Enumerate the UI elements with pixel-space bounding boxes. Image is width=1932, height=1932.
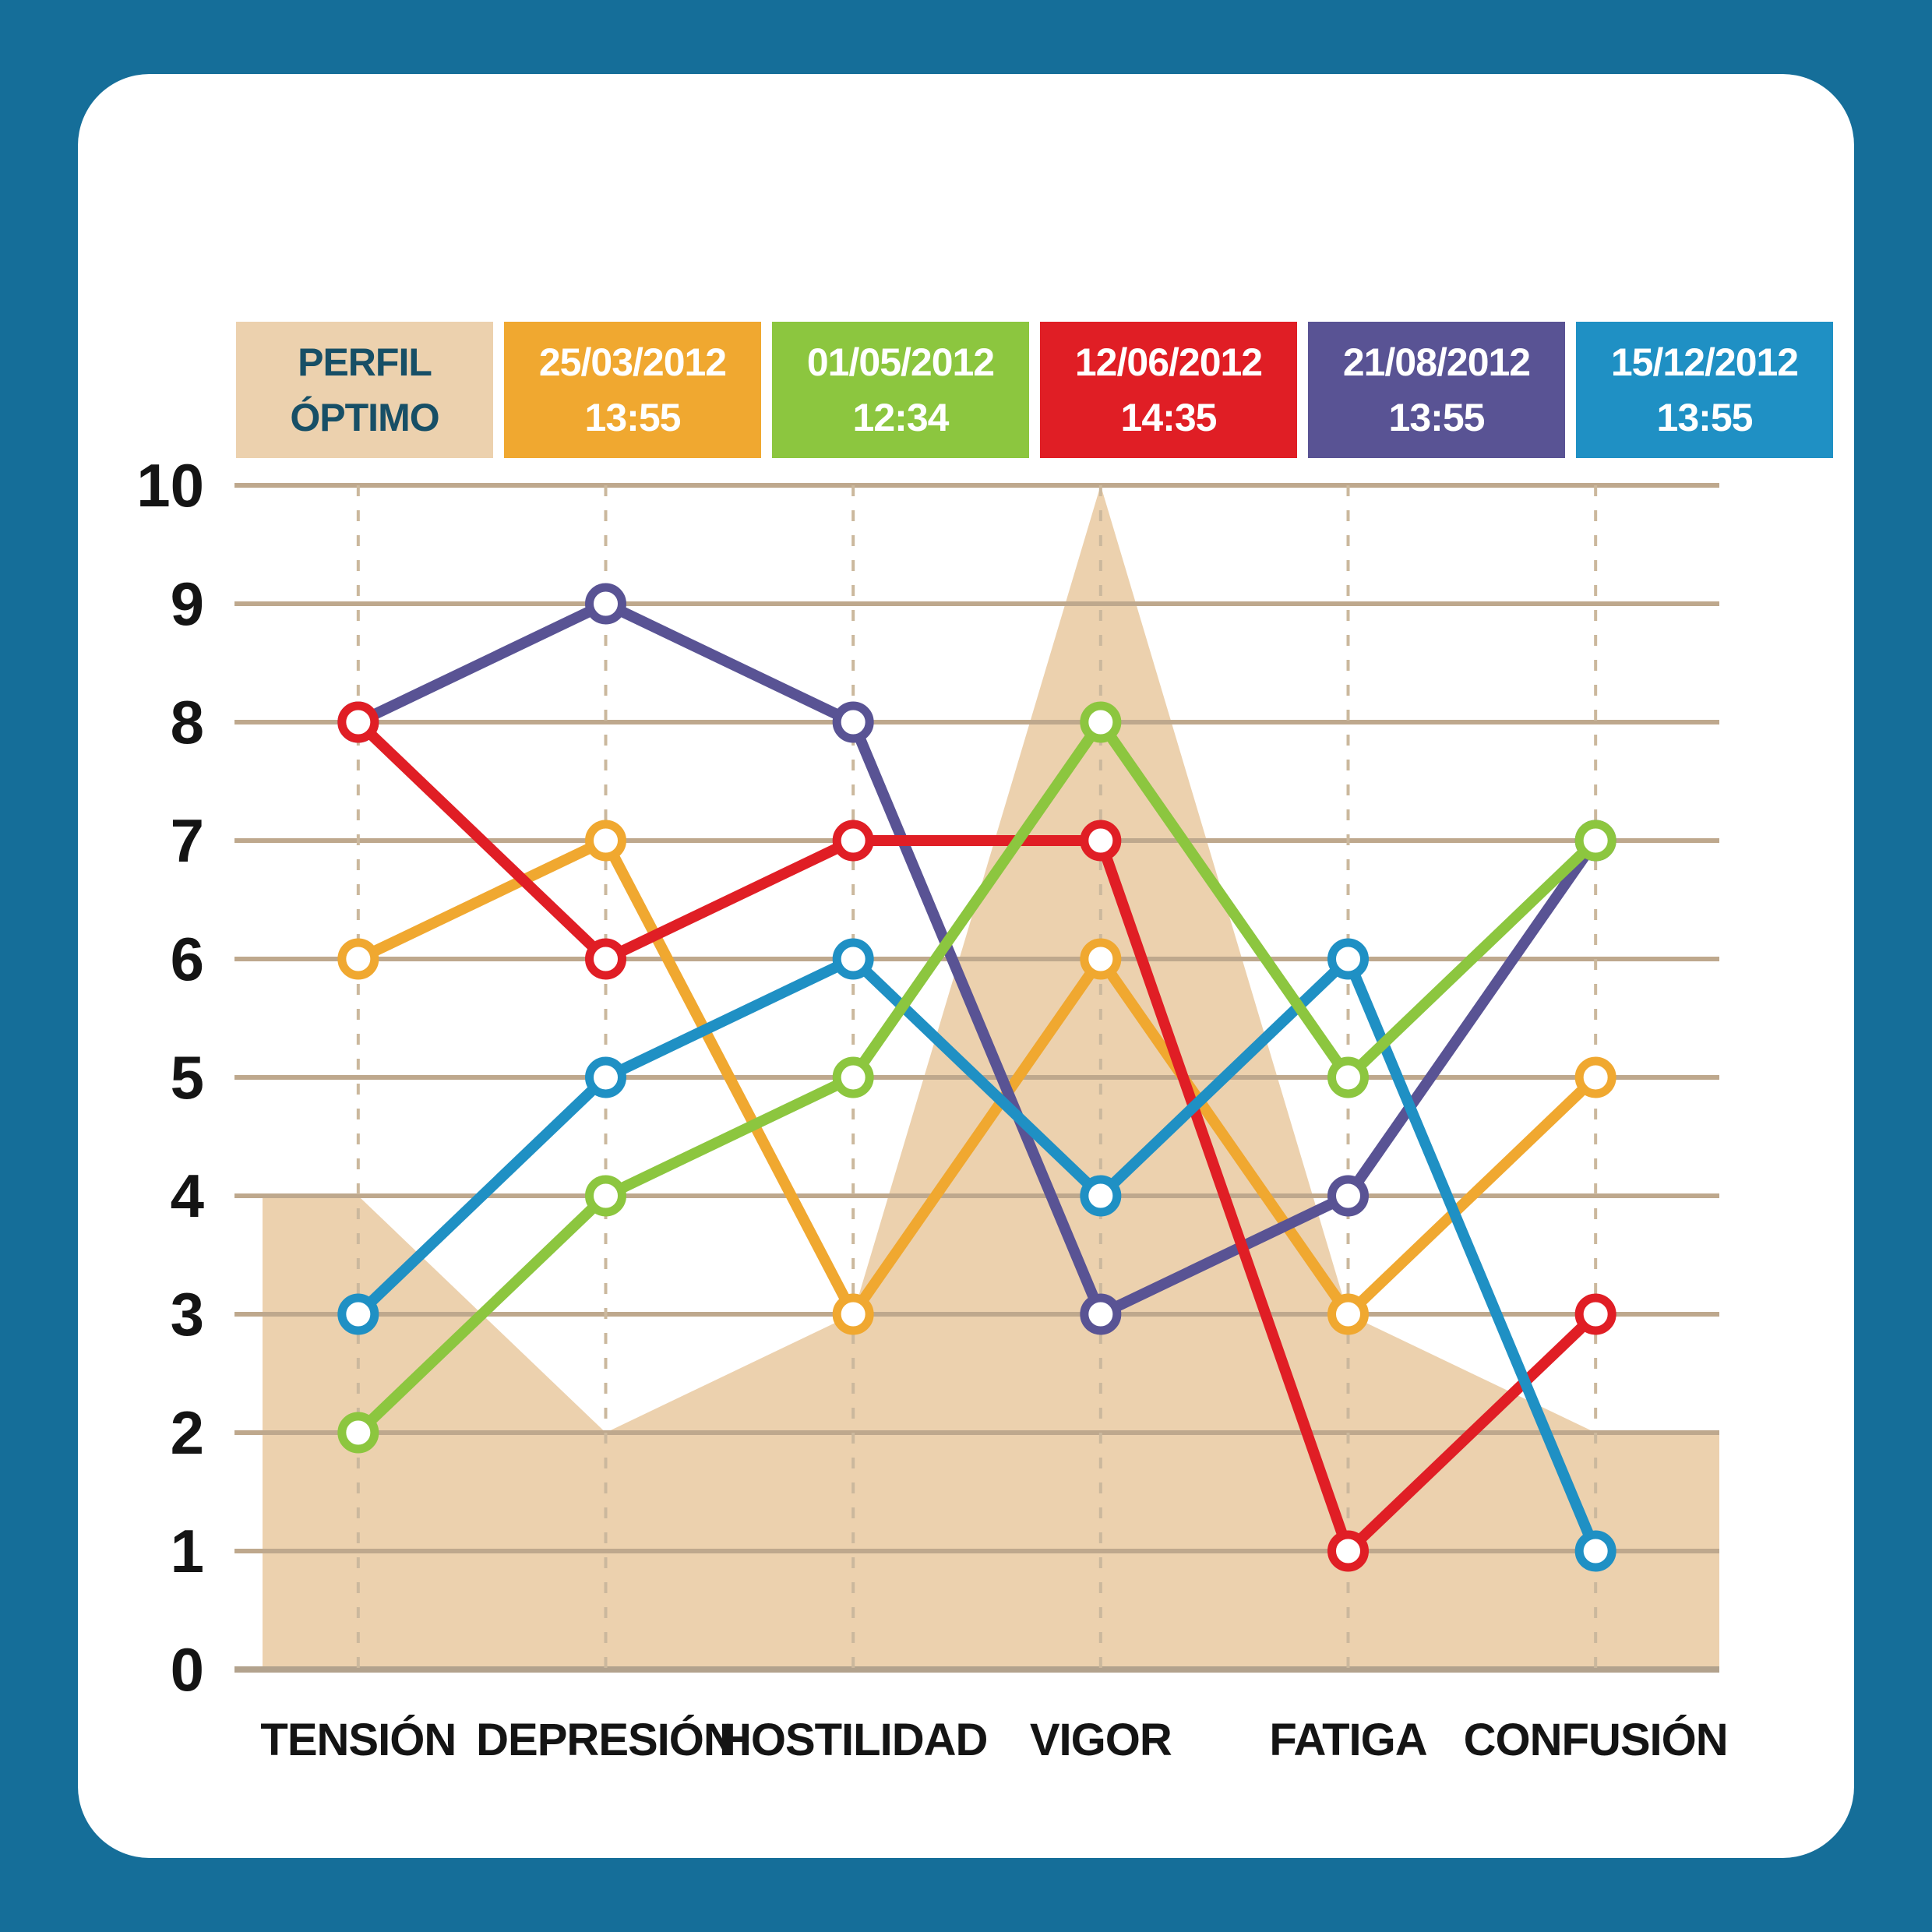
data-point-marker [1327,1175,1369,1217]
y-axis-tick-label-8: 8 [171,688,204,756]
data-point-marker [337,1293,379,1335]
x-axis-category-label-5: CONFUSIÓN [1464,1715,1728,1765]
series-line-15-12-2012-13-55 [352,954,1602,1557]
data-point-marker [1080,938,1122,980]
legend-item-label-line1: 21/08/2012 [1342,340,1531,384]
data-point-marker [1327,1293,1369,1335]
data-point-marker [585,1175,626,1217]
data-point-marker [832,938,874,980]
y-axis-tick-label-2: 2 [171,1398,204,1467]
legend-item-label-line1: 01/05/2012 [806,340,995,384]
x-axis-category-label-1: DEPRESIÓN [476,1715,735,1765]
data-point-marker [832,1056,874,1098]
data-point-marker [1327,938,1369,980]
data-point-marker [832,820,874,862]
y-axis-tick-label-10: 10 [136,451,204,520]
legend-item-perfil-optimo: PERFIL ÓPTIMO [236,322,493,458]
y-axis-tick-label-5: 5 [171,1043,204,1112]
y-axis-tick-label-9: 9 [171,569,204,638]
data-point-marker [585,938,626,980]
series-line-25-03-2012-13-55 [352,835,1602,1320]
legend-item-label-line1: 25/03/2012 [538,340,727,384]
data-point-marker [1080,1293,1122,1335]
y-axis-tick-label-7: 7 [171,806,204,875]
data-point-marker [832,1293,874,1335]
legend-item-session-5: 15/12/2012 13:55 [1576,322,1833,458]
data-point-marker [1574,1530,1616,1572]
legend-item-session-4: 21/08/2012 13:55 [1308,322,1565,458]
y-axis-tick-label-3: 3 [171,1280,204,1349]
series-line-12-06-2012-14-35 [352,717,1602,1557]
series-line-21-08-2012-13-55 [352,598,1602,1320]
legend-item-label-line2: 14:35 [1120,395,1218,439]
y-axis-tick-label-6: 6 [171,925,204,993]
data-point-marker [1327,1530,1369,1572]
data-point-marker [1327,1056,1369,1098]
data-point-marker [1574,820,1616,862]
data-point-marker [585,1056,626,1098]
data-point-marker [337,938,379,980]
legend-item-label-line1: PERFIL [298,340,432,384]
data-point-marker [1574,1293,1616,1335]
legend-item-label-line2: 13:55 [1656,395,1754,439]
legend-item-label-line2: 13:55 [584,395,682,439]
data-point-marker [1080,820,1122,862]
series-line-01-05-2012-12-34 [352,717,1602,1438]
x-axis-category-label-4: FATIGA [1269,1715,1426,1765]
data-point-marker [832,701,874,743]
data-point-marker [585,820,626,862]
legend-item-session-2: 01/05/2012 12:34 [772,322,1029,458]
legend-item-session-1: 25/03/2012 13:55 [504,322,761,458]
legend: PERFIL ÓPTIMO 25/03/2012 13:55 01/05/2012 12:… [236,322,1833,458]
data-point-marker [1080,701,1122,743]
x-axis-category-label-3: VIGOR [1030,1715,1172,1765]
y-axis-tick-label-1: 1 [171,1517,204,1585]
legend-item-session-3: 12/06/2012 14:35 [1040,322,1297,458]
legend-item-label-line1: 15/12/2012 [1610,340,1799,384]
data-point-marker [585,583,626,625]
legend-item-label-line1: 12/06/2012 [1074,340,1263,384]
y-axis-tick-label-0: 0 [171,1635,204,1704]
legend-item-label-line2: 13:55 [1388,395,1486,439]
data-point-marker [1080,1175,1122,1217]
data-point-marker [337,1412,379,1454]
y-axis-tick-label-4: 4 [171,1162,204,1230]
x-axis-category-label-2: HOSTILIDAD [719,1715,987,1765]
data-point-marker [337,701,379,743]
x-axis-category-label-0: TENSIÓN [260,1715,456,1765]
legend-item-label-line2: ÓPTIMO [290,395,439,439]
legend-item-label-line2: 12:34 [852,395,950,439]
data-point-marker [1574,1056,1616,1098]
